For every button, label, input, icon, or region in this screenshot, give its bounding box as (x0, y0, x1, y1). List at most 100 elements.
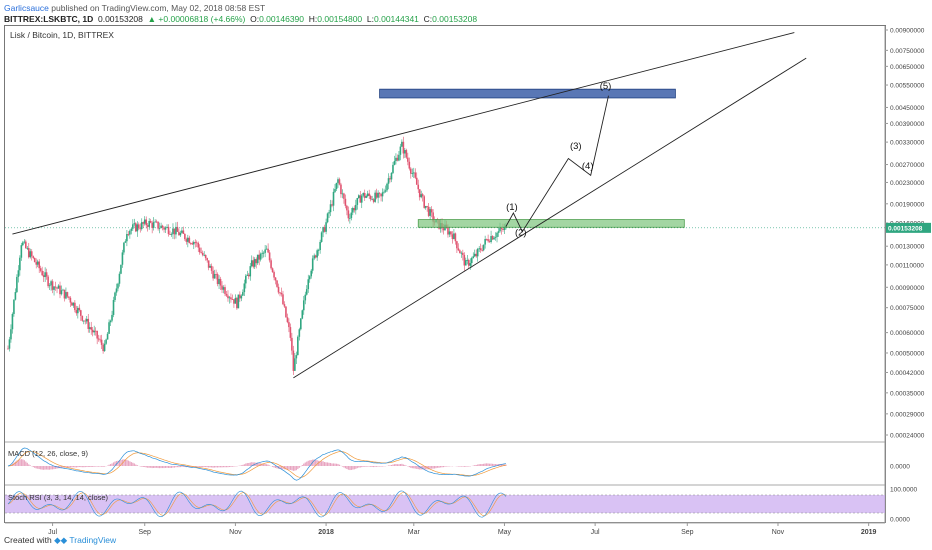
price-change: ▲ +0.00006818 (+4.66%) (147, 14, 246, 24)
candle-body (282, 294, 284, 305)
candle-body (164, 227, 167, 230)
candle-body (314, 255, 317, 258)
candle-body (490, 236, 492, 243)
candle-body (384, 190, 387, 192)
candle-body (349, 218, 351, 219)
author-link[interactable]: Garlicsauce (4, 3, 49, 13)
candle-body (145, 219, 148, 226)
tradingview-icon[interactable]: ◆◆ (54, 535, 68, 545)
candle-body (286, 317, 289, 323)
candle-body (181, 230, 183, 233)
candle-body (136, 224, 139, 232)
candle-body (375, 192, 378, 198)
last-price-tag: 0.00153208 (888, 225, 923, 232)
candle-body (105, 339, 107, 344)
candle-body (157, 221, 159, 229)
candle-body (307, 279, 310, 290)
candle-body (371, 199, 373, 201)
candle-body (120, 264, 122, 274)
candle-body (167, 226, 170, 235)
candle-body (335, 182, 338, 190)
candle-body (405, 150, 408, 158)
candle-body (38, 261, 40, 269)
candle-body (195, 242, 198, 244)
candle-body (81, 315, 84, 321)
candle-body (359, 195, 362, 203)
candle-body (427, 206, 430, 216)
candle-body (372, 199, 375, 202)
candle-body (68, 296, 70, 298)
candle-body (161, 225, 164, 228)
candle-body (94, 330, 97, 332)
wave-label: (1) (506, 202, 518, 213)
elliott-projection-path (505, 95, 609, 233)
candle-body (350, 212, 353, 219)
candle-body (383, 191, 385, 193)
candle-body (57, 285, 60, 289)
y-tick-label: 0.00330000 (890, 140, 925, 147)
candle-body (401, 141, 403, 147)
candle-body (450, 231, 452, 235)
candle-body (488, 241, 491, 243)
candle-body (421, 194, 424, 197)
candle-body (268, 252, 271, 261)
candle-body (497, 231, 500, 233)
macd-tick-label: 0.0000 (890, 464, 910, 471)
candle-body (127, 234, 130, 235)
candle-body (96, 330, 98, 339)
candle-body (160, 225, 162, 228)
candle-body (56, 287, 58, 289)
candle-body (16, 276, 18, 293)
candle-body (146, 225, 149, 227)
tradingview-brand[interactable]: TradingView (69, 535, 117, 545)
footer: Created with ◆◆ TradingView (4, 535, 116, 546)
candle-body (66, 292, 69, 297)
candle-body (377, 192, 379, 198)
candle-body (231, 299, 234, 300)
candle-body (255, 259, 258, 264)
candle-body (103, 343, 106, 352)
candle-body (123, 242, 125, 253)
candle-body (8, 339, 11, 349)
candle-body (491, 236, 494, 240)
candle-body (163, 227, 165, 230)
x-tick-label: Nov (229, 529, 242, 536)
candle-body (106, 333, 109, 340)
candle-body (484, 238, 486, 245)
candle-body (245, 275, 247, 284)
candle-body (152, 222, 155, 228)
candle-body (378, 192, 381, 194)
candle-body (65, 292, 67, 299)
y-tick-label: 0.00029000 (890, 411, 925, 418)
candle-body (453, 233, 455, 240)
candle-body (467, 259, 470, 266)
candle-body (301, 310, 304, 319)
candle-body (151, 222, 153, 228)
lower-trendline (293, 57, 807, 379)
candle-body (204, 254, 207, 259)
candle-body (191, 243, 194, 245)
candle-body (126, 234, 128, 242)
y-tick-label: 0.00024000 (890, 433, 925, 440)
stoch-d-line (7, 492, 507, 517)
candle-body (185, 239, 188, 242)
candle-body (7, 348, 9, 350)
candle-body (304, 294, 307, 301)
candle-body (74, 302, 76, 311)
candle-body (224, 287, 226, 294)
candle-body (487, 239, 489, 242)
candle-body (357, 195, 360, 199)
x-tick-label: Nov (772, 529, 785, 536)
candle-body (325, 222, 327, 232)
candle-body (347, 210, 350, 219)
candle-body (250, 260, 253, 267)
candle-body (448, 231, 451, 235)
candle-body (77, 307, 79, 314)
candle-body (209, 265, 211, 268)
candle-body (200, 252, 203, 254)
support-zone (417, 219, 685, 228)
candle-body (44, 272, 46, 278)
candle-body (447, 227, 449, 235)
